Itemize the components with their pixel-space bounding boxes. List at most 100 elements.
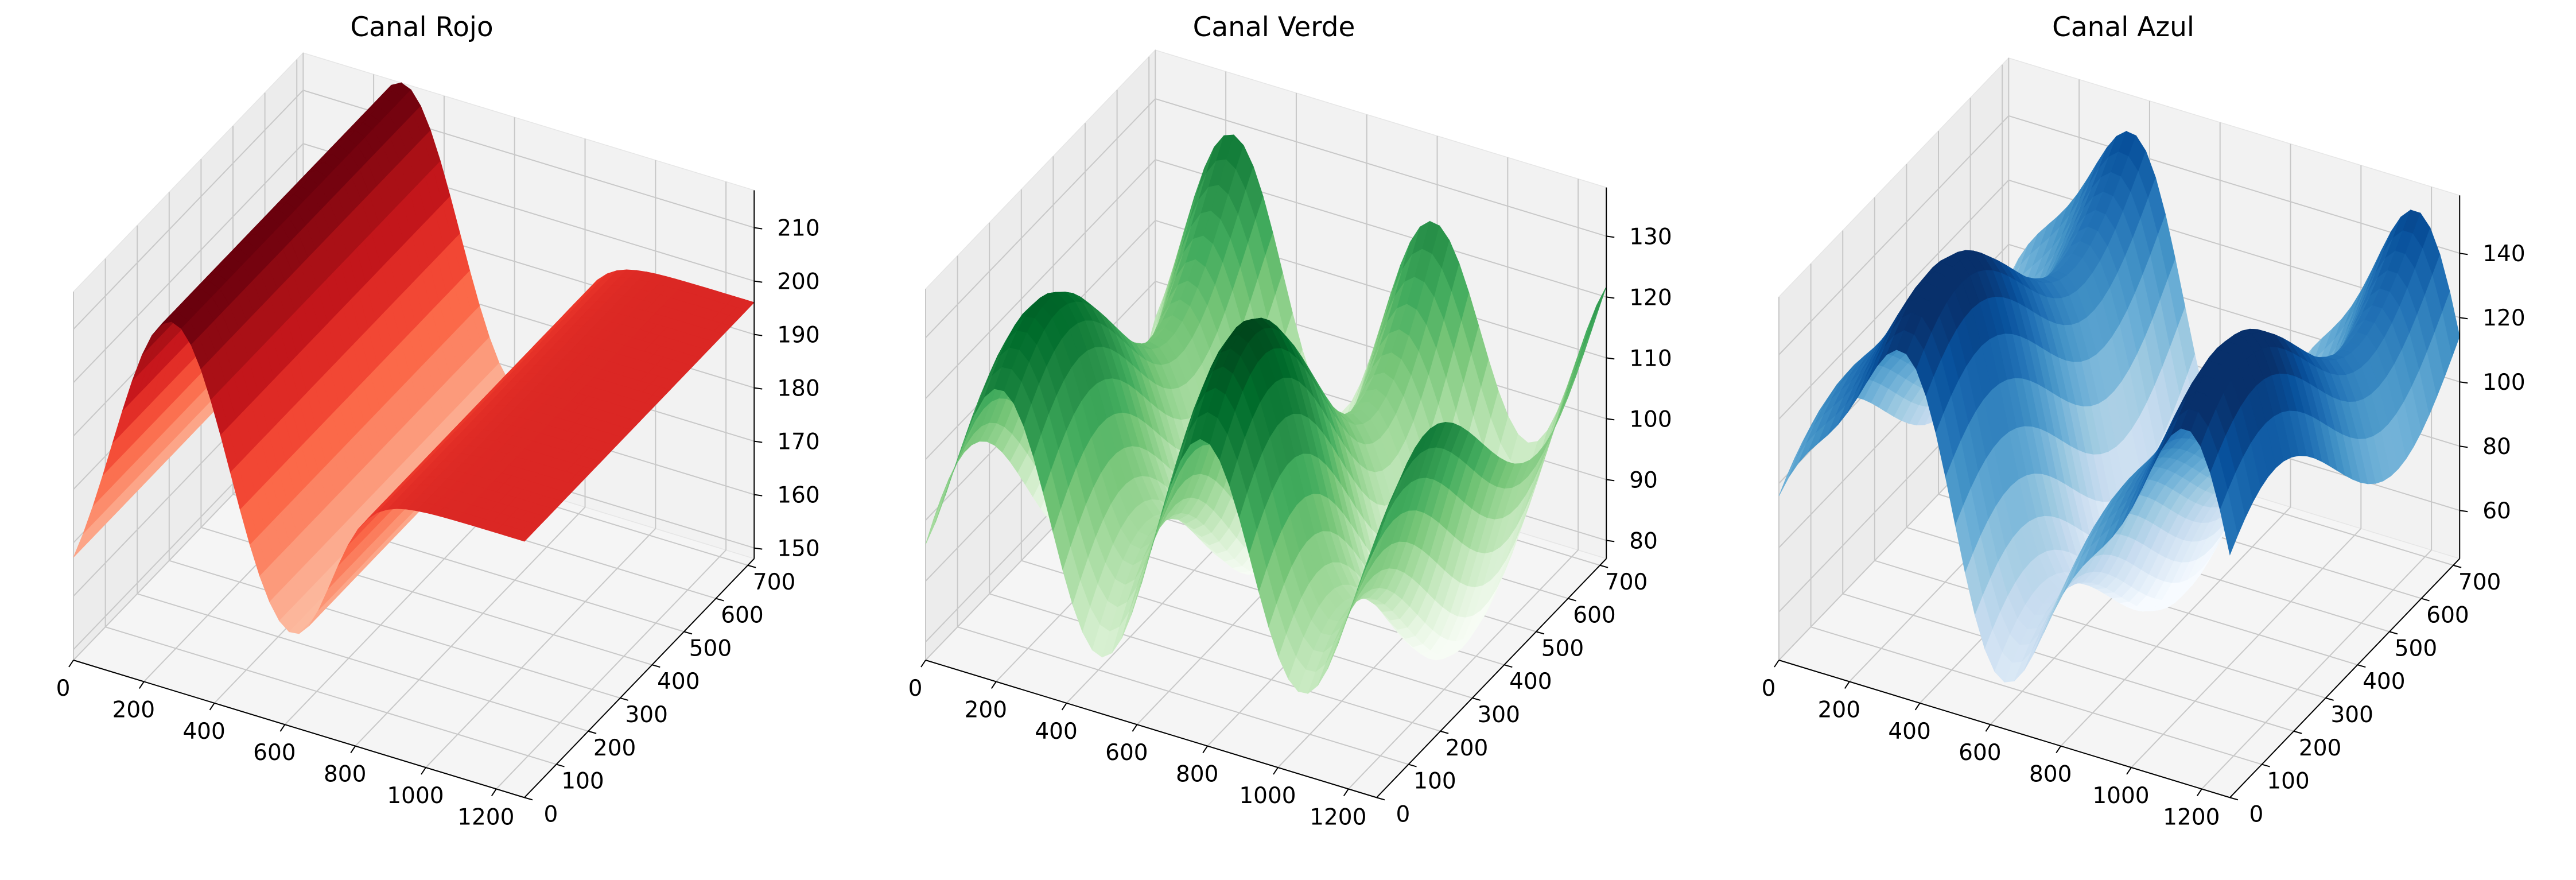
x-tick [990, 681, 997, 689]
x-tick [1061, 703, 1067, 711]
y-tick [747, 564, 756, 568]
y-tick [2293, 730, 2302, 734]
panel-title: Canal Verde [1193, 11, 1355, 43]
y-tick-label: 300 [625, 702, 667, 728]
y-tick [1440, 730, 1449, 734]
y-tick [1376, 797, 1385, 801]
y-tick [2357, 664, 2366, 668]
x-tick [1985, 724, 1991, 732]
x-tick-label: 200 [1818, 697, 1860, 723]
x-tick [1202, 746, 1209, 754]
surface [73, 82, 755, 634]
x-tick-label: 600 [1105, 740, 1148, 766]
x-tick [2126, 767, 2132, 775]
x-tick-label: 200 [112, 697, 155, 723]
gridline [73, 90, 304, 330]
y-tick-label: 0 [2249, 801, 2264, 827]
z-tick [2460, 445, 2468, 448]
z-tick [1606, 357, 1615, 360]
y-tick [652, 664, 660, 668]
z-tick-label: 100 [1629, 406, 1672, 432]
x-tick-label: 1000 [1239, 783, 1296, 809]
y-tick-label: 100 [2267, 769, 2309, 794]
y-tick [1504, 664, 1513, 668]
y-tick [524, 797, 533, 801]
y-tick-label: 700 [753, 569, 795, 595]
z-tick-label: 200 [777, 269, 819, 295]
x-tick [1343, 788, 1349, 796]
y-tick [556, 763, 565, 767]
z-tick [754, 280, 763, 283]
x-tick [279, 724, 286, 732]
y-tick [2229, 797, 2239, 801]
x-tick-label: 0 [908, 676, 923, 701]
y-tick-label: 200 [593, 735, 636, 761]
z-tick [754, 440, 763, 443]
z-tick [1606, 235, 1615, 238]
y-tick-label: 600 [721, 603, 763, 629]
z-tick [1606, 540, 1615, 542]
gridline [73, 143, 304, 383]
z-tick [754, 387, 763, 390]
x-tick-label: 1200 [457, 804, 514, 830]
gridline [925, 98, 1156, 338]
y-tick [1472, 697, 1481, 701]
gridline [989, 593, 1441, 732]
z-tick-label: 160 [777, 483, 819, 509]
z-tick [754, 547, 763, 550]
x-tick [209, 703, 215, 711]
y-tick [2389, 631, 2398, 635]
gridline [169, 560, 621, 699]
panel-title: Canal Azul [2052, 11, 2194, 43]
x-tick-label: 1200 [2163, 804, 2220, 830]
y-tick-label: 300 [2330, 702, 2373, 728]
x-tick [1914, 703, 1921, 711]
z-tick [754, 227, 763, 230]
y-tick [683, 631, 693, 635]
z-tick [2460, 253, 2468, 255]
y-tick-label: 700 [1605, 569, 1648, 595]
gridline [137, 593, 589, 732]
x-tick-label: 800 [2029, 762, 2072, 788]
y-tick-label: 400 [1509, 669, 1552, 695]
z-tick-label: 120 [2482, 305, 2525, 331]
y-tick [1568, 598, 1576, 602]
z-tick-label: 60 [2482, 498, 2511, 524]
gridline [105, 626, 557, 765]
y-tick [588, 730, 597, 734]
z-tick-label: 190 [777, 323, 819, 348]
x-tick [1844, 681, 1850, 689]
y-tick [2325, 697, 2334, 701]
y-tick [620, 697, 628, 701]
x-tick [1774, 660, 1780, 668]
z-tick [2460, 381, 2468, 384]
x-tick [350, 746, 356, 754]
x-tick [1273, 767, 1279, 775]
z-tick [2460, 510, 2468, 513]
panel-title: Canal Rojo [350, 11, 493, 43]
gridline [925, 159, 1156, 399]
x-tick [2056, 746, 2062, 754]
y-tick-label: 600 [1573, 603, 1615, 629]
z-tick-label: 80 [2482, 434, 2511, 460]
z-tick-label: 100 [2482, 370, 2525, 396]
z-tick-label: 90 [1629, 467, 1658, 493]
x-tick-label: 1000 [2092, 783, 2149, 809]
x-tick [68, 660, 74, 668]
x-axis-line [73, 660, 525, 798]
gridline [1155, 98, 1607, 237]
z-tick [754, 334, 763, 336]
x-tick-label: 400 [182, 719, 225, 745]
y-tick-label: 300 [1477, 702, 1520, 728]
x-tick-label: 800 [324, 762, 366, 788]
z-tick-label: 120 [1629, 285, 1672, 311]
x-tick [491, 788, 497, 796]
z-tick [754, 494, 763, 497]
z-tick [1606, 418, 1615, 421]
x-tick [920, 660, 926, 668]
y-tick-label: 500 [689, 635, 732, 661]
z-tick-label: 170 [777, 429, 819, 455]
x-tick [1132, 724, 1138, 732]
